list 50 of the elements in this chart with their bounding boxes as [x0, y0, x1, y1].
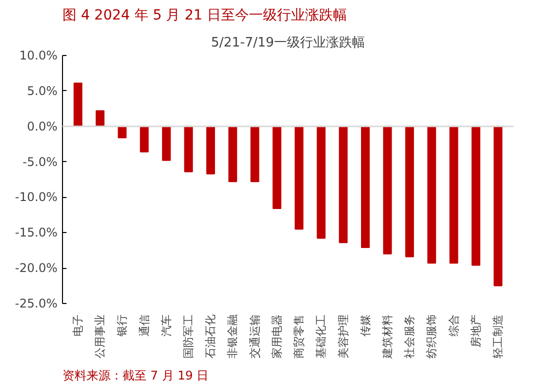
y-tick-label: 0.0%: [27, 119, 58, 134]
x-tick-label: 汽车: [160, 314, 173, 336]
bar: [184, 126, 193, 172]
bar: [162, 126, 171, 161]
bar: [405, 126, 414, 258]
y-tick-label: -25.0%: [15, 296, 58, 310]
text: 资料来源：截至 7 月 19 日: [62, 368, 209, 382]
bar: [494, 126, 502, 286]
bar: [361, 126, 370, 248]
x-tick-label: 房地产: [469, 314, 482, 348]
x-tick-label: 国防军工: [182, 314, 196, 358]
bar: [316, 126, 326, 239]
x-tick-label: 社会服务: [403, 314, 416, 358]
x-tick-label: 基础化工: [314, 314, 328, 358]
x-tick-label: 非银金融: [226, 314, 240, 358]
y-tick-label: -5.0%: [22, 154, 58, 169]
bar: [140, 126, 149, 152]
x-tick-label: 公用事业: [94, 314, 107, 358]
x-tick-label: 建筑材料: [380, 314, 394, 360]
bar: [294, 126, 304, 230]
x-tick-label: 通信: [138, 314, 151, 336]
y-tick-label: -10.0%: [15, 190, 58, 204]
bar: [427, 126, 436, 264]
x-tick-label: 银行: [116, 314, 129, 338]
chart-title: 5/21-7/19一级行业涨跌幅: [210, 36, 366, 50]
x-tick-label: 纺织服饰: [425, 314, 438, 358]
y-tick-label: -20.0%: [15, 261, 58, 276]
bar: [383, 126, 392, 254]
y-tick-label: 5.0%: [27, 84, 58, 98]
x-tick-label: 家用电器: [270, 314, 284, 358]
bar: [449, 126, 458, 264]
bar: [338, 126, 348, 244]
bar: [228, 126, 238, 182]
x-tick-label: 商贸零售: [292, 314, 306, 358]
y-tick-label: 10.0%: [19, 48, 58, 62]
x-tick-label: 美容护理: [336, 314, 350, 358]
x-tick-label: 传媒: [358, 314, 372, 336]
bar: [250, 126, 260, 182]
bar: [472, 126, 480, 266]
bar: [74, 82, 82, 127]
x-tick-label: 石油石化: [204, 314, 218, 358]
chart-subtitle: 图 4 2024 年 5 月 21 日至今一级行业涨跌幅: [62, 8, 347, 24]
x-tick-label: 轻工制造: [492, 314, 505, 358]
bar: [206, 126, 215, 174]
x-tick-label: 电子: [71, 314, 84, 336]
x-tick-label: 交通运输: [248, 314, 262, 358]
bar: [96, 110, 104, 127]
x-tick-label: 综合: [447, 314, 460, 336]
bar: [272, 126, 282, 210]
y-tick-label: -15.0%: [15, 226, 58, 240]
